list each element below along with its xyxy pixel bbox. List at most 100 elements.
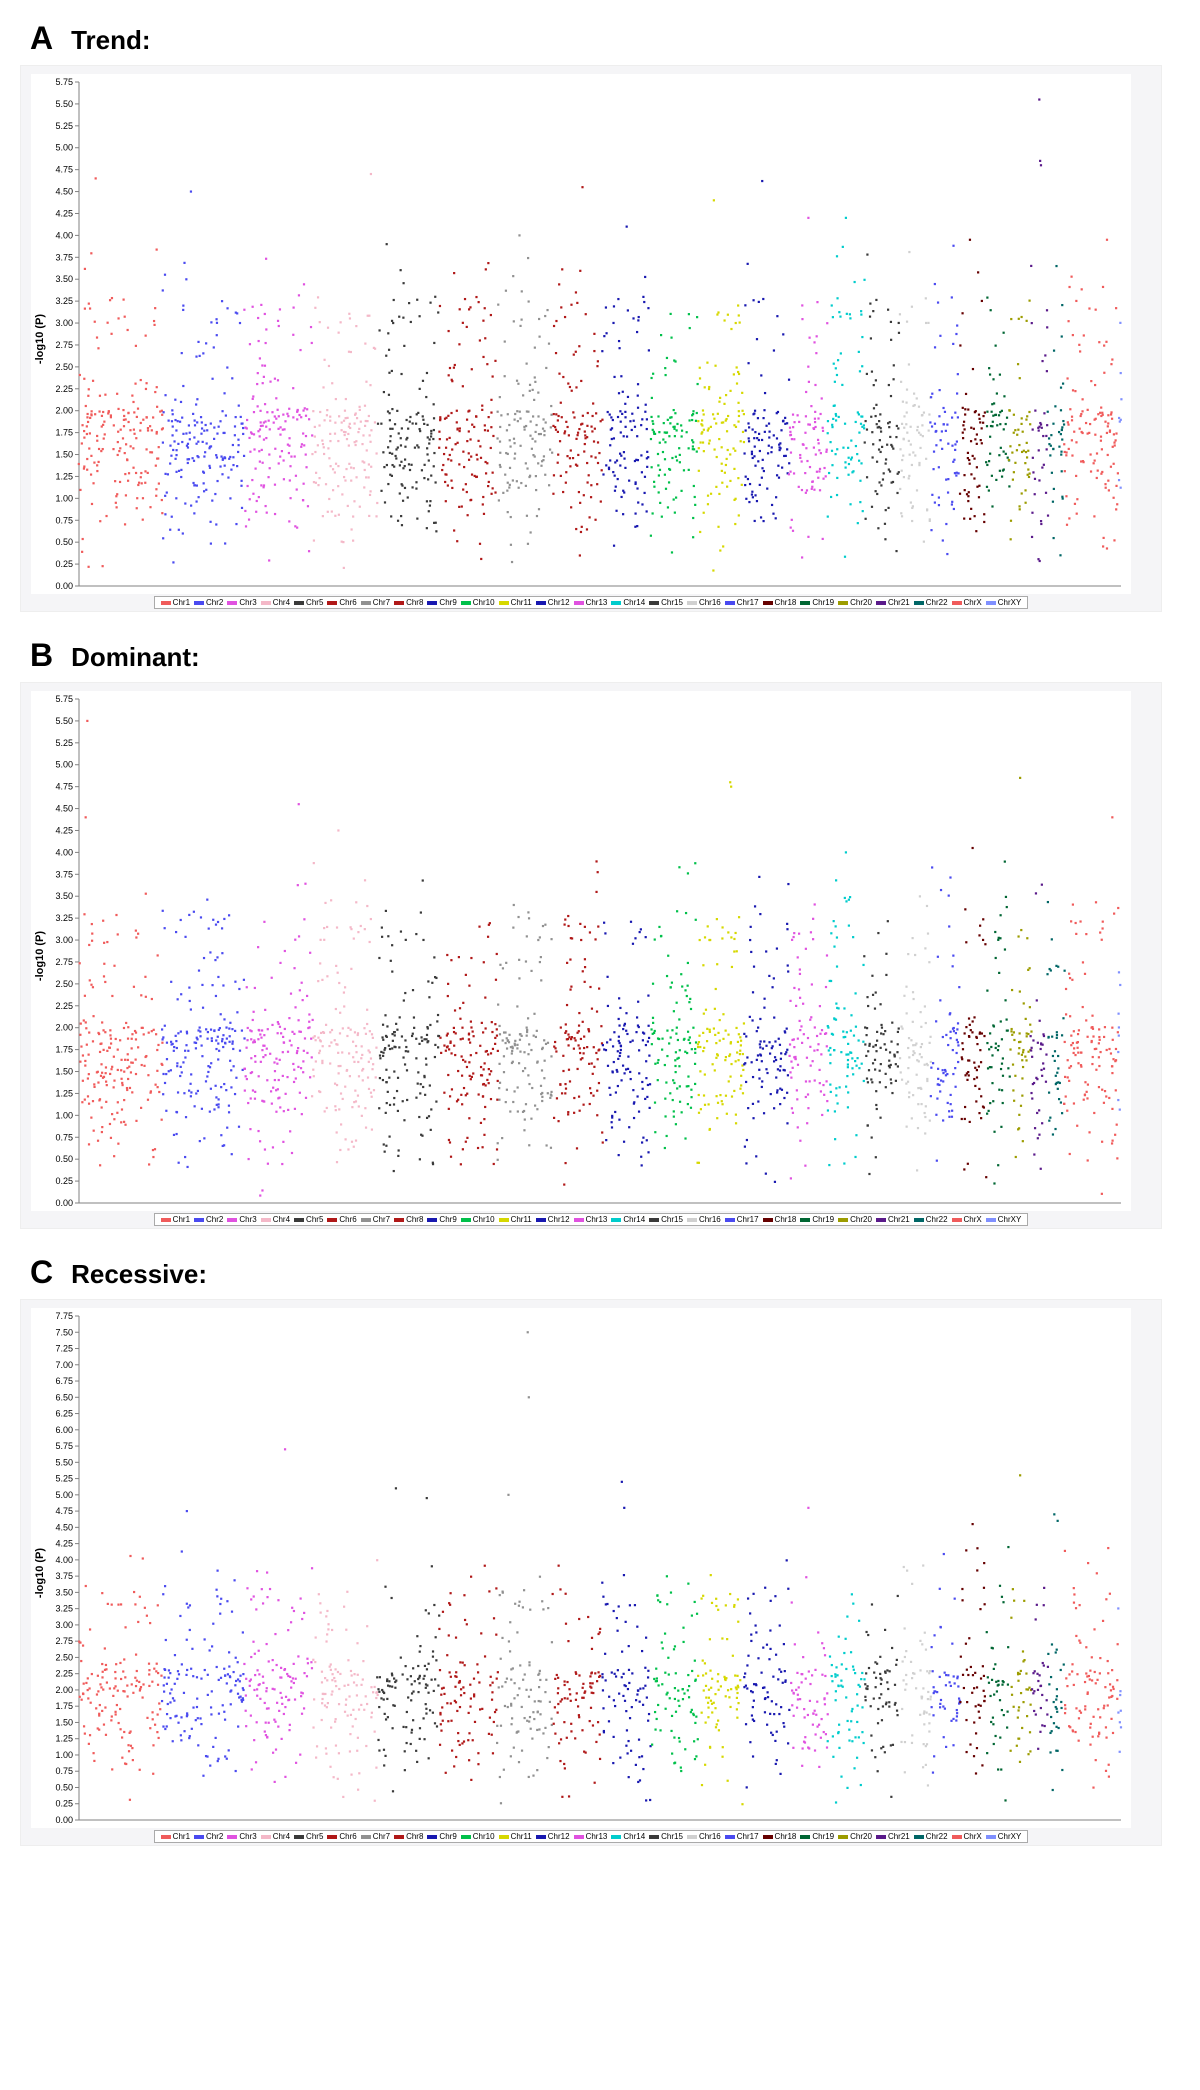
peak-point: [337, 829, 339, 831]
legend-swatch: [687, 1218, 697, 1222]
peak-point: [190, 190, 192, 192]
legend-swatch: [427, 601, 437, 605]
y-tick-label: 3.50: [55, 274, 73, 284]
y-tick-label: 5.00: [55, 143, 73, 153]
legend-label: Chr18: [775, 1215, 797, 1224]
y-tick-label: 3.50: [55, 1587, 73, 1597]
y-tick-label: 3.75: [55, 1571, 73, 1581]
y-tick-label: 6.50: [55, 1392, 73, 1402]
legend-swatch: [952, 1218, 962, 1222]
peak-point: [1040, 164, 1042, 166]
legend-item: Chr15: [649, 1832, 683, 1841]
peak-point: [507, 1494, 509, 1496]
legend-item: Chr19: [800, 1832, 834, 1841]
legend-item: Chr21: [876, 1215, 910, 1224]
legend-swatch: [394, 1835, 404, 1839]
legend-swatch: [611, 1218, 621, 1222]
legend-item: Chr14: [611, 1215, 645, 1224]
legend-swatch: [986, 1835, 996, 1839]
y-tick-label: 0.25: [55, 559, 73, 569]
peak-point: [528, 1396, 530, 1398]
legend-swatch: [763, 1835, 773, 1839]
y-tick-label: 3.25: [55, 296, 73, 306]
legend-item: Chr16: [687, 1832, 721, 1841]
legend-label: Chr20: [850, 1832, 872, 1841]
legend-swatch: [227, 1218, 237, 1222]
y-tick-label: 7.25: [55, 1344, 73, 1354]
legend-item: Chr19: [800, 598, 834, 607]
y-tick-label: 1.25: [55, 1734, 73, 1744]
y-tick-label: 7.50: [55, 1327, 73, 1337]
y-tick-label: 6.25: [55, 1409, 73, 1419]
legend-swatch: [261, 601, 271, 605]
legend-swatch: [611, 1835, 621, 1839]
legend-item: Chr13: [574, 1832, 608, 1841]
legend-item: Chr8: [394, 1215, 423, 1224]
legend-swatch: [361, 1835, 371, 1839]
y-tick-label: 3.00: [55, 318, 73, 328]
legend-item: Chr17: [725, 598, 759, 607]
y-tick-label: 2.25: [55, 1001, 73, 1011]
legend-swatch: [986, 601, 996, 605]
legend-swatch: [876, 601, 886, 605]
y-tick-label: 4.75: [55, 165, 73, 175]
peak-point: [1057, 1520, 1059, 1522]
legend-item: Chr5: [294, 598, 323, 607]
legend-swatch: [536, 601, 546, 605]
y-tick-label: 1.00: [55, 493, 73, 503]
y-tick-label: 7.75: [55, 1311, 73, 1321]
legend-swatch: [725, 1218, 735, 1222]
peak-point: [969, 239, 971, 241]
legend-label: Chr18: [775, 1832, 797, 1841]
legend-swatch: [649, 1218, 659, 1222]
panel-letter: A: [30, 20, 53, 57]
legend-swatch: [427, 1835, 437, 1839]
peak-point: [1019, 777, 1021, 779]
legend-label: Chr6: [339, 1832, 356, 1841]
legend-swatch: [427, 1218, 437, 1222]
legend-swatch: [649, 1835, 659, 1839]
y-tick-label: 5.00: [55, 1490, 73, 1500]
legend-item: Chr5: [294, 1215, 323, 1224]
legend-item: Chr2: [194, 1215, 223, 1224]
chart-container: -log10 (P)0.000.250.500.751.001.251.501.…: [20, 1299, 1162, 1846]
legend-label: Chr5: [306, 1832, 323, 1841]
chart-container: -log10 (P)0.000.250.500.751.001.251.501.…: [20, 682, 1162, 1229]
y-tick-label: 5.50: [55, 1457, 73, 1467]
peak-point: [972, 847, 974, 849]
legend-label: Chr14: [623, 1215, 645, 1224]
peak-point: [95, 177, 97, 179]
y-tick-label: 3.00: [55, 935, 73, 945]
panel-header: ATrend:: [20, 20, 1180, 57]
legend-label: Chr11: [511, 598, 532, 607]
legend-swatch: [952, 601, 962, 605]
y-tick-label: 2.50: [55, 1652, 73, 1662]
legend-swatch: [574, 1218, 584, 1222]
legend-item: Chr6: [327, 1832, 356, 1841]
legend-swatch: [687, 601, 697, 605]
legend-swatch: [499, 1218, 509, 1222]
legend-swatch: [261, 1835, 271, 1839]
legend-label: Chr20: [850, 598, 872, 607]
legend-swatch: [914, 601, 924, 605]
peak-point: [370, 173, 372, 175]
legend-swatch: [986, 1218, 996, 1222]
legend-item: Chr17: [725, 1832, 759, 1841]
legend-item: Chr4: [261, 598, 290, 607]
legend-label: Chr7: [373, 1215, 390, 1224]
legend-label: Chr16: [699, 1832, 721, 1841]
legend-swatch: [574, 601, 584, 605]
y-tick-label: 5.75: [55, 1441, 73, 1451]
y-tick-label: 6.75: [55, 1376, 73, 1386]
legend-swatch: [194, 601, 204, 605]
y-tick-label: 4.00: [55, 847, 73, 857]
y-tick-label: 4.25: [55, 1539, 73, 1549]
legend-label: Chr9: [439, 1215, 456, 1224]
y-tick-label: 2.50: [55, 979, 73, 989]
legend: Chr1Chr2Chr3Chr4Chr5Chr6Chr7Chr8Chr9Chr1…: [154, 1213, 1029, 1226]
y-tick-label: 0.00: [55, 1198, 73, 1208]
peak-point: [284, 1448, 286, 1450]
legend-swatch: [838, 1218, 848, 1222]
panel-header: CRecessive:: [20, 1254, 1180, 1291]
legend-item: Chr15: [649, 1215, 683, 1224]
